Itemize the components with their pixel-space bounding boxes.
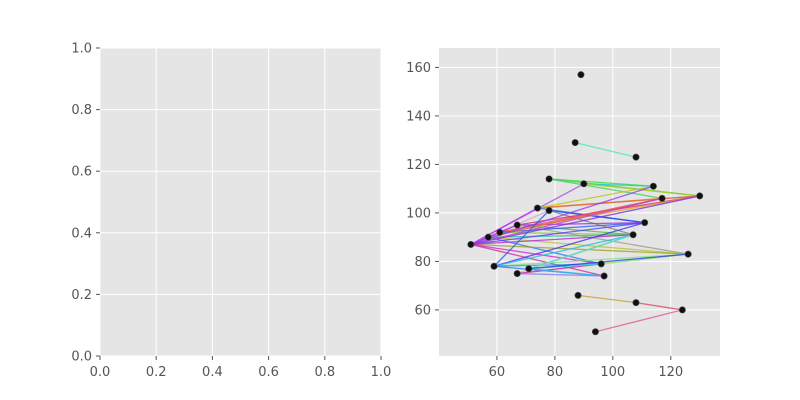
edge-line <box>583 183 654 187</box>
edge-line <box>635 302 683 311</box>
edge-line <box>470 207 538 246</box>
x-tick-label: 0.0 <box>90 365 111 380</box>
y-tick-label: 0.8 <box>71 103 92 118</box>
edge-line <box>470 243 605 277</box>
data-point <box>545 175 553 183</box>
data-point <box>525 265 533 273</box>
data-point <box>678 306 686 314</box>
right-chart: 60 80 100 120 60 80 100 120 140 160 <box>406 48 720 380</box>
data-point <box>658 194 666 202</box>
data-point <box>574 291 582 299</box>
edge-line <box>517 263 602 275</box>
edge-line <box>488 236 689 255</box>
data-point <box>580 180 588 188</box>
x-tick-label: 0.2 <box>146 365 167 380</box>
data-point <box>490 262 498 270</box>
data-point <box>632 153 640 161</box>
data-point <box>696 192 704 200</box>
edge-line <box>470 221 645 246</box>
edge-line <box>494 253 689 267</box>
x-tick-label: 80 <box>547 365 564 380</box>
data-point <box>571 139 579 147</box>
data-point <box>649 182 657 190</box>
data-point <box>591 328 599 336</box>
data-point <box>641 219 649 227</box>
data-point <box>467 240 475 248</box>
data-point <box>684 250 692 258</box>
plot-area <box>100 48 381 356</box>
edge-line <box>528 268 605 277</box>
edge-line <box>493 221 645 267</box>
edge-line <box>470 234 634 246</box>
edge-line <box>488 236 602 265</box>
y-tick-label: 60 <box>414 303 431 318</box>
data-point <box>600 272 608 280</box>
y-tick-label: 160 <box>406 61 431 76</box>
data-point <box>597 260 605 268</box>
edge-line <box>528 234 634 270</box>
data-point <box>632 299 640 307</box>
edge-line <box>470 195 700 246</box>
edge-line <box>549 209 645 224</box>
edge-line <box>528 253 689 270</box>
x-tick-label: 0.8 <box>314 365 335 380</box>
data-point <box>513 270 521 278</box>
edge-line <box>493 234 634 267</box>
edge-line <box>470 243 689 255</box>
edge-line <box>517 272 605 277</box>
y-tick-label: 0.2 <box>71 288 92 303</box>
data-point <box>484 233 492 241</box>
y-tick-label: 0.6 <box>71 165 92 180</box>
edge-line <box>470 197 663 246</box>
edge-line <box>488 234 634 238</box>
x-tick-label: 1.0 <box>371 365 392 380</box>
x-tick-label: 0.4 <box>202 365 223 380</box>
x-tick-label: 120 <box>658 365 683 380</box>
y-tick-label: 1.0 <box>71 42 92 57</box>
data-point <box>513 221 521 229</box>
y-tick-label: 0.4 <box>71 226 92 241</box>
edge-line <box>493 210 550 267</box>
edge-line <box>548 178 663 200</box>
y-tick-label: 80 <box>414 255 431 270</box>
data-point <box>577 71 585 79</box>
left-chart: 0.0 0.2 0.4 0.6 0.8 1.0 0.0 0.2 0.4 0.6 0.8 1.0 <box>71 42 391 381</box>
edge-line <box>499 221 645 233</box>
edge-line <box>537 185 654 209</box>
edge-line <box>575 141 637 158</box>
edge-line <box>470 224 518 246</box>
x-tick-label: 100 <box>600 365 625 380</box>
data-point <box>533 204 541 212</box>
edge-line <box>595 309 683 333</box>
edge-line <box>577 294 637 304</box>
x-tick-label: 0.6 <box>258 365 279 380</box>
x-tick-label: 60 <box>489 365 506 380</box>
y-tick-label: 100 <box>406 206 431 221</box>
y-tick-label: 0.0 <box>71 350 92 365</box>
data-point <box>545 206 553 214</box>
y-tick-label: 120 <box>406 158 431 173</box>
y-tick-label: 140 <box>406 109 431 124</box>
data-point <box>629 231 637 239</box>
data-point <box>496 228 504 236</box>
